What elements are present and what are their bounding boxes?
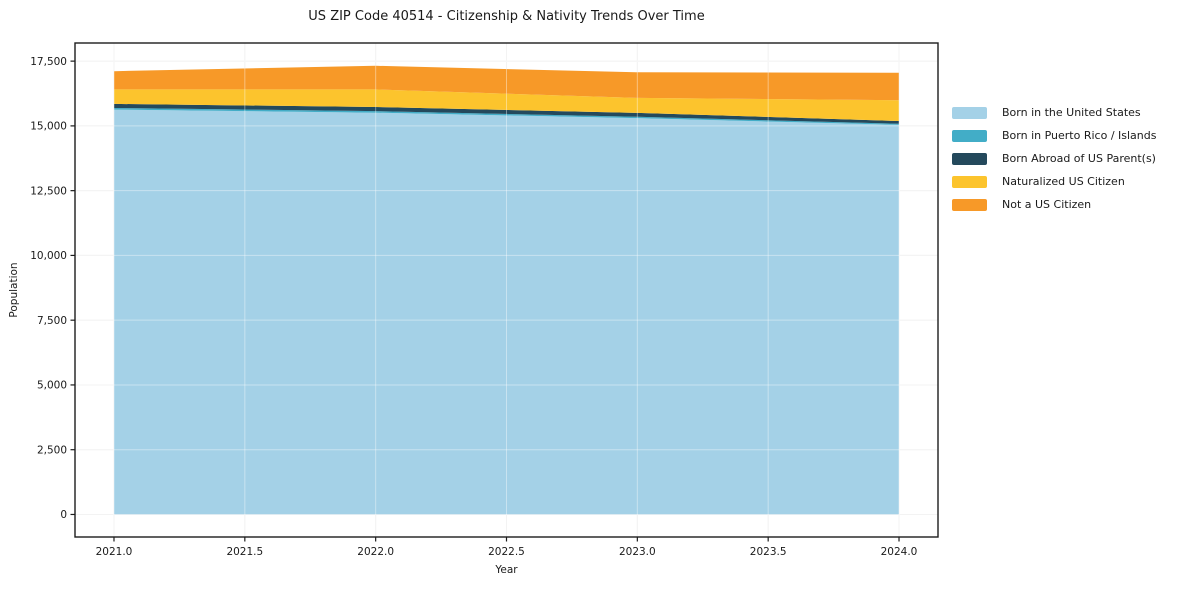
x-tick-label: 2022.0 (357, 546, 394, 558)
y-tick-label: 15,000 (30, 121, 67, 133)
legend-item: Born in the United States (952, 101, 1156, 124)
legend-swatch (952, 152, 987, 165)
x-tick-label: 2021.5 (226, 546, 263, 558)
legend-item: Born Abroad of US Parent(s) (952, 147, 1156, 170)
legend-item: Not a US Citizen (952, 193, 1156, 216)
x-tick-label: 2023.0 (619, 546, 656, 558)
x-tick-label: 2022.5 (488, 546, 525, 558)
legend-swatch (952, 106, 987, 119)
legend-item: Naturalized US Citizen (952, 170, 1156, 193)
legend-swatch (952, 175, 987, 188)
y-tick-label: 17,500 (30, 56, 67, 68)
x-axis-label: Year (495, 564, 518, 576)
legend-label: Not a US Citizen (1002, 198, 1092, 211)
legend-swatch (952, 198, 987, 211)
y-axis-label: Population (8, 262, 20, 318)
legend: Born in the United States Born in Puerto… (952, 101, 1156, 216)
area-series-4 (114, 65, 899, 101)
y-tick-label: 2,500 (37, 444, 67, 456)
y-tick-label: 0 (60, 509, 67, 521)
area-series-0 (114, 109, 899, 515)
y-tick-label: 5,000 (37, 380, 67, 392)
area-series-2 (114, 103, 899, 124)
x-tick-label: 2021.0 (96, 546, 133, 558)
legend-item: Born in Puerto Rico / Islands (952, 124, 1156, 147)
y-tick-label: 7,500 (37, 315, 67, 327)
area-series-3 (114, 89, 899, 121)
legend-swatch (952, 129, 987, 142)
legend-label: Born in the United States (1002, 106, 1141, 119)
legend-label: Naturalized US Citizen (1002, 175, 1125, 188)
legend-label: Born Abroad of US Parent(s) (1002, 152, 1156, 165)
area-series-1 (114, 108, 899, 125)
y-tick-label: 10,000 (30, 250, 67, 262)
y-tick-label: 12,500 (30, 185, 67, 197)
x-tick-label: 2024.0 (881, 546, 918, 558)
x-tick-label: 2023.5 (750, 546, 787, 558)
legend-label: Born in Puerto Rico / Islands (1002, 129, 1157, 142)
chart-title: US ZIP Code 40514 - Citizenship & Nativi… (308, 9, 705, 24)
